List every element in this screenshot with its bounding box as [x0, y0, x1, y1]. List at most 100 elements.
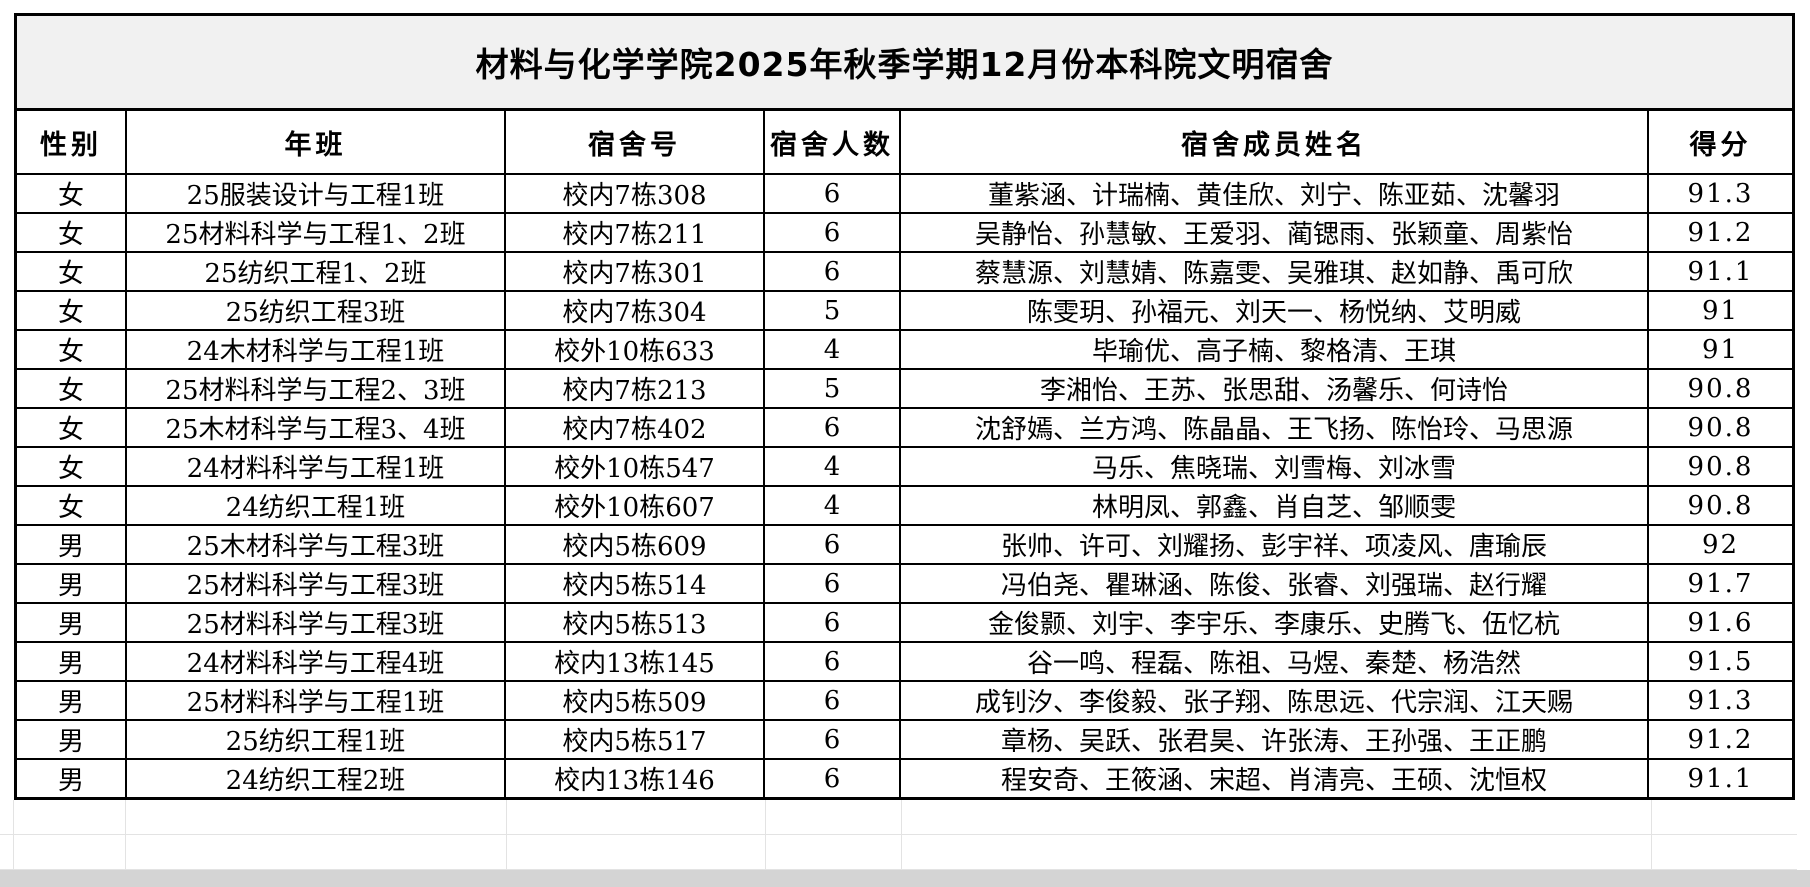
cell-members[interactable]: 章杨、吴跃、张君昊、许张涛、王孙强、王正鹏: [899, 719, 1649, 760]
cell-members[interactable]: 张帅、许可、刘耀扬、彭宇祥、项凌风、唐瑜辰: [899, 524, 1649, 565]
cell-dorm[interactable]: 校内7栋211: [504, 212, 765, 253]
column-header-score[interactable]: 得分: [1647, 111, 1792, 175]
cell-members[interactable]: 沈舒嫣、兰方鸿、陈晶晶、王飞扬、陈怡玲、马思源: [899, 407, 1649, 448]
cell-dorm[interactable]: 校内5栋509: [504, 680, 765, 721]
cell-count[interactable]: 5: [763, 368, 901, 409]
cell-dorm[interactable]: 校内7栋402: [504, 407, 765, 448]
empty-cell[interactable]: [1652, 800, 1797, 835]
column-header-dorm[interactable]: 宿舍号: [504, 111, 765, 175]
cell-score[interactable]: 91.3: [1647, 173, 1792, 214]
empty-cell[interactable]: [14, 835, 126, 870]
cell-dorm[interactable]: 校内7栋213: [504, 368, 765, 409]
cell-count[interactable]: 6: [763, 758, 901, 797]
cell-class_name[interactable]: 25材料科学与工程1、2班: [125, 212, 506, 253]
cell-score[interactable]: 91: [1647, 329, 1792, 370]
cell-class_name[interactable]: 24材料科学与工程1班: [125, 446, 506, 487]
cell-members[interactable]: 李湘怡、王苏、张思甜、汤馨乐、何诗怡: [899, 368, 1649, 409]
column-header-count[interactable]: 宿舍人数: [763, 111, 901, 175]
cell-count[interactable]: 6: [763, 173, 901, 214]
cell-class_name[interactable]: 24材料科学与工程4班: [125, 641, 506, 682]
cell-count[interactable]: 6: [763, 719, 901, 760]
cell-score[interactable]: 90.8: [1647, 446, 1792, 487]
cell-dorm[interactable]: 校内7栋304: [504, 290, 765, 331]
cell-class_name[interactable]: 25纺织工程3班: [125, 290, 506, 331]
cell-score[interactable]: 91.1: [1647, 251, 1792, 292]
cell-gender[interactable]: 女: [17, 485, 127, 526]
cell-count[interactable]: 6: [763, 524, 901, 565]
cell-dorm[interactable]: 校内5栋514: [504, 563, 765, 604]
cell-members[interactable]: 吴静怡、孙慧敏、王爱羽、蔺锶雨、张颖童、周紫怡: [899, 212, 1649, 253]
cell-gender[interactable]: 男: [17, 719, 127, 760]
cell-gender[interactable]: 女: [17, 407, 127, 448]
empty-cell[interactable]: [766, 800, 902, 835]
cell-class_name[interactable]: 24木材科学与工程1班: [125, 329, 506, 370]
cell-score[interactable]: 91.1: [1647, 758, 1792, 797]
cell-score[interactable]: 91.5: [1647, 641, 1792, 682]
cell-class_name[interactable]: 24纺织工程1班: [125, 485, 506, 526]
cell-gender[interactable]: 女: [17, 446, 127, 487]
cell-score[interactable]: 92: [1647, 524, 1792, 565]
column-header-gender[interactable]: 性别: [17, 111, 127, 175]
cell-members[interactable]: 马乐、焦晓瑞、刘雪梅、刘冰雪: [899, 446, 1649, 487]
cell-gender[interactable]: 女: [17, 368, 127, 409]
cell-score[interactable]: 91.7: [1647, 563, 1792, 604]
cell-gender[interactable]: 女: [17, 173, 127, 214]
cell-members[interactable]: 程安奇、王筱涵、宋超、肖清亮、王硕、沈恒权: [899, 758, 1649, 797]
cell-count[interactable]: 4: [763, 446, 901, 487]
cell-dorm[interactable]: 校内5栋517: [504, 719, 765, 760]
cell-gender[interactable]: 男: [17, 524, 127, 565]
cell-score[interactable]: 90.8: [1647, 485, 1792, 526]
cell-members[interactable]: 蔡慧源、刘慧婧、陈嘉雯、吴雅琪、赵如静、禹可欣: [899, 251, 1649, 292]
cell-gender[interactable]: 女: [17, 251, 127, 292]
cell-gender[interactable]: 男: [17, 563, 127, 604]
cell-count[interactable]: 6: [763, 563, 901, 604]
cell-count[interactable]: 6: [763, 407, 901, 448]
cell-score[interactable]: 91: [1647, 290, 1792, 331]
cell-score[interactable]: 91.2: [1647, 212, 1792, 253]
cell-dorm[interactable]: 校内5栋513: [504, 602, 765, 643]
cell-dorm[interactable]: 校外10栋633: [504, 329, 765, 370]
cell-count[interactable]: 5: [763, 290, 901, 331]
column-header-members[interactable]: 宿舍成员姓名: [899, 111, 1649, 175]
empty-cell[interactable]: [14, 800, 126, 835]
empty-cell[interactable]: [902, 835, 1652, 870]
cell-score[interactable]: 90.8: [1647, 407, 1792, 448]
cell-count[interactable]: 4: [763, 485, 901, 526]
cell-members[interactable]: 林明凤、郭鑫、肖自芝、邹顺雯: [899, 485, 1649, 526]
cell-score[interactable]: 91.2: [1647, 719, 1792, 760]
cell-gender[interactable]: 男: [17, 758, 127, 797]
cell-class_name[interactable]: 25木材科学与工程3、4班: [125, 407, 506, 448]
empty-cell[interactable]: [1652, 835, 1797, 870]
cell-score[interactable]: 90.8: [1647, 368, 1792, 409]
cell-dorm[interactable]: 校外10栋547: [504, 446, 765, 487]
cell-gender[interactable]: 女: [17, 290, 127, 331]
cell-class_name[interactable]: 25材料科学与工程2、3班: [125, 368, 506, 409]
cell-class_name[interactable]: 25服装设计与工程1班: [125, 173, 506, 214]
cell-members[interactable]: 金俊颢、刘宇、李宇乐、李康乐、史腾飞、伍忆杭: [899, 602, 1649, 643]
empty-cell[interactable]: [902, 800, 1652, 835]
cell-count[interactable]: 6: [763, 602, 901, 643]
cell-class_name[interactable]: 25木材科学与工程3班: [125, 524, 506, 565]
cell-gender[interactable]: 女: [17, 212, 127, 253]
column-header-class[interactable]: 年班: [125, 111, 506, 175]
cell-members[interactable]: 成钊汐、李俊毅、张子翔、陈思远、代宗润、江天赐: [899, 680, 1649, 721]
empty-cell[interactable]: [126, 835, 507, 870]
cell-members[interactable]: 冯伯尧、瞿琳涵、陈俊、张睿、刘强瑞、赵行耀: [899, 563, 1649, 604]
cell-dorm[interactable]: 校内13栋146: [504, 758, 765, 797]
cell-dorm[interactable]: 校外10栋607: [504, 485, 765, 526]
cell-members[interactable]: 谷一鸣、程磊、陈祖、马煜、秦楚、杨浩然: [899, 641, 1649, 682]
empty-cell[interactable]: [507, 835, 766, 870]
cell-class_name[interactable]: 24纺织工程2班: [125, 758, 506, 797]
cell-members[interactable]: 毕瑜优、高子楠、黎格清、王琪: [899, 329, 1649, 370]
cell-score[interactable]: 91.6: [1647, 602, 1792, 643]
cell-count[interactable]: 6: [763, 641, 901, 682]
cell-score[interactable]: 91.3: [1647, 680, 1792, 721]
cell-count[interactable]: 6: [763, 251, 901, 292]
cell-members[interactable]: 董紫涵、计瑞楠、黄佳欣、刘宁、陈亚茹、沈馨羽: [899, 173, 1649, 214]
cell-class_name[interactable]: 25材料科学与工程3班: [125, 602, 506, 643]
cell-members[interactable]: 陈雯玥、孙福元、刘天一、杨悦纳、艾明威: [899, 290, 1649, 331]
cell-gender[interactable]: 男: [17, 602, 127, 643]
empty-cell[interactable]: [126, 800, 507, 835]
cell-class_name[interactable]: 25材料科学与工程3班: [125, 563, 506, 604]
cell-gender[interactable]: 男: [17, 641, 127, 682]
